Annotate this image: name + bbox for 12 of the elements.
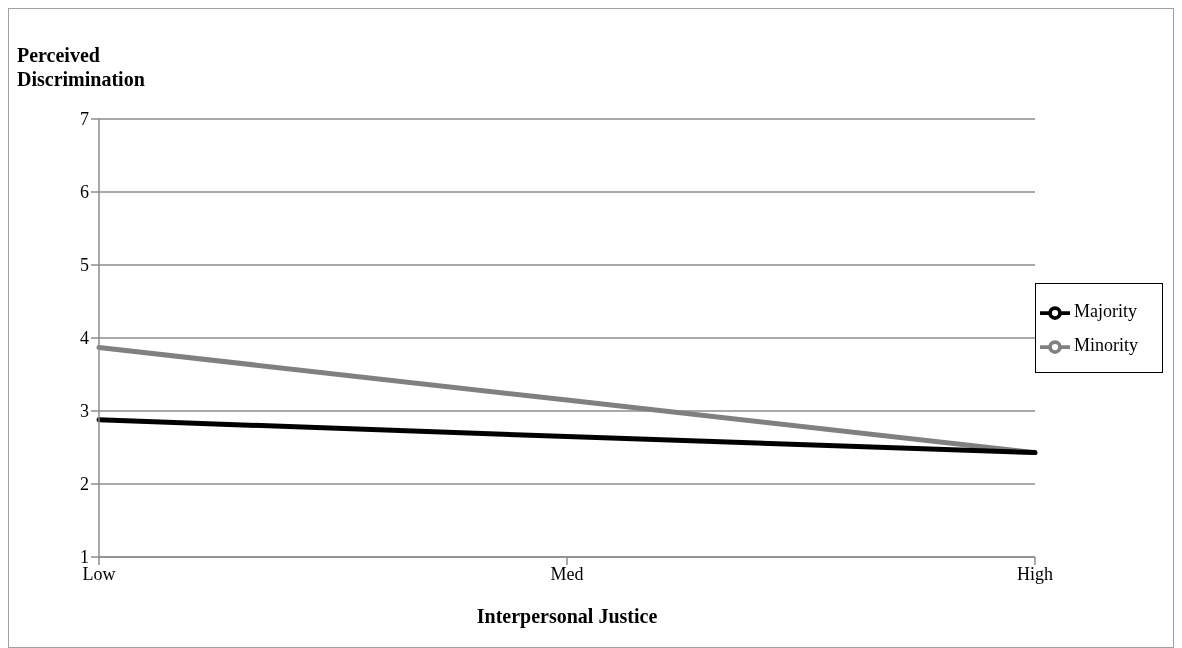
y-axis-title: Perceived Discrimination	[17, 43, 146, 91]
x-tick-label: High	[1016, 563, 1053, 584]
y-tick-label: 4	[80, 328, 89, 349]
y-tick-label: 7	[80, 109, 89, 130]
legend-label: Majority	[1073, 301, 1137, 321]
y-tick-label: 3	[80, 401, 89, 422]
x-tick-label: Med	[550, 563, 584, 584]
y-tick-label: 6	[80, 182, 89, 203]
x-axis-title: Interpersonal Justice	[476, 605, 658, 628]
legend-label: Minority	[1073, 335, 1138, 355]
y-tick-label: 2	[80, 474, 89, 495]
y-tick-label: 5	[80, 255, 89, 276]
